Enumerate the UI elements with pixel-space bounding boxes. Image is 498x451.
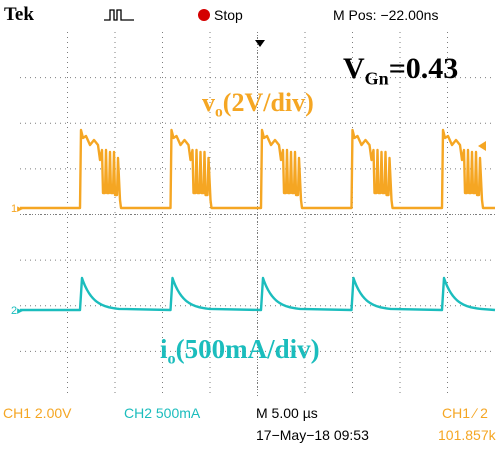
acquisition-icon [104, 9, 134, 21]
stop-icon [198, 9, 210, 21]
ch1-readout: CH1 2.00V [3, 405, 72, 421]
ch2-ground-marker: 2▸ [11, 305, 23, 317]
vgn-label: VGn=0.43 [343, 52, 459, 89]
ch2-scale-label: io(500mA/div) [160, 334, 320, 368]
ch1-scale-label: vo(2V/div) [202, 88, 314, 121]
channel-2-waveform [20, 276, 496, 312]
ch1-ground-marker: 1▸ [11, 203, 23, 215]
datetime-readout: 17−May−18 09:53 [256, 427, 369, 443]
timebase-readout: M 5.00 µs [256, 405, 318, 421]
trigger-readout: CH1 ∕ 2 [442, 405, 488, 421]
trigger-position-icon [255, 40, 265, 47]
run-state: Stop [214, 7, 243, 23]
position-readout: M Pos: −22.00ns [333, 7, 439, 23]
frequency-readout: 101.857k [438, 427, 496, 443]
trigger-level-icon [478, 141, 486, 151]
graticule [20, 32, 495, 397]
channel-1-waveform [20, 128, 495, 210]
brand-logo: Tek [4, 4, 34, 25]
ch2-readout: CH2 500mA [124, 405, 201, 421]
